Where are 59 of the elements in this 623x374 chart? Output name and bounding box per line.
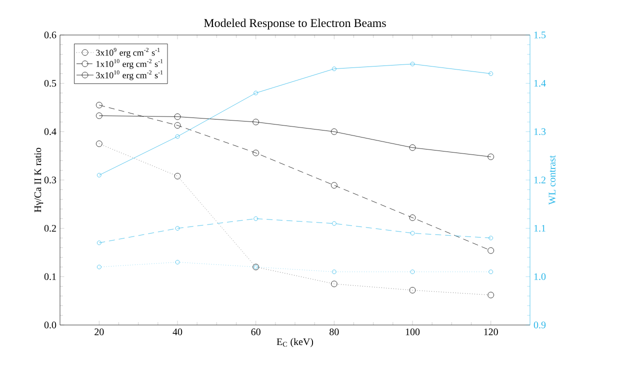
point [488, 292, 494, 298]
y2-tick-label: 1.4 [534, 80, 546, 87]
y-tick-label: 0.5 [44, 80, 56, 87]
point [96, 140, 102, 147]
x-tick-label: 60 [251, 328, 260, 336]
y2-tick-label: 1.2 [534, 176, 546, 184]
x-tick-label: 100 [406, 328, 420, 336]
point [410, 230, 415, 236]
point [174, 172, 181, 180]
legend-label: 1x10$^{10}$ erg cm$^{-2}$ s$^{-1}$ [96, 59, 163, 69]
x-axis-title: E$_{C}$ (keV) [276, 338, 314, 348]
y-tick-label: 0.6 [44, 32, 56, 38]
y-tick-label: 0.4 [44, 128, 56, 136]
y-tick-label: 0.2 [44, 224, 56, 232]
x-tick-label: 80 [330, 328, 339, 336]
point [410, 62, 415, 66]
point [252, 150, 260, 156]
y-tick-label: 0.0 [44, 322, 56, 328]
point [330, 128, 338, 135]
x-tick-label: 40 [172, 328, 182, 336]
y2-tick-label: 1.5 [534, 32, 546, 38]
point [488, 247, 494, 254]
point [409, 287, 416, 294]
point [410, 270, 415, 274]
point [96, 240, 102, 246]
point [332, 221, 336, 226]
point [409, 214, 416, 221]
y-tick-label: 0.3 [44, 176, 56, 184]
point [332, 270, 336, 274]
point [96, 264, 102, 270]
chart-title: Modeled Response to Electron Beams [204, 18, 386, 30]
point [252, 118, 260, 126]
point [488, 154, 494, 160]
point [332, 66, 336, 72]
point [409, 144, 416, 151]
legend-label: 3x10$^{9}$ erg cm$^{-2}$ s$^{-1}$ [96, 48, 160, 58]
y2-tick-label: 1.3 [534, 128, 546, 136]
point [96, 102, 102, 108]
point [175, 260, 180, 264]
y-axis-title: Hγ/Ca II K ratio [34, 148, 44, 212]
y-tick-label: 0.1 [44, 273, 56, 280]
point [175, 134, 180, 139]
legend-label: 3x10$^{10}$ erg cm$^{-2}$ s$^{-1}$ [96, 70, 163, 80]
point [330, 182, 338, 189]
point [330, 280, 338, 288]
point [96, 112, 102, 119]
point [174, 122, 181, 129]
point [254, 216, 258, 221]
point [488, 270, 494, 274]
y2-tick-label: 1.0 [534, 273, 546, 280]
y2-axis-title: WL contrast [548, 155, 556, 205]
point [254, 90, 258, 96]
point [174, 113, 181, 120]
x-tick-label: 120 [484, 328, 498, 336]
point [488, 236, 494, 240]
point [175, 226, 180, 231]
y2-tick-label: 0.9 [534, 322, 546, 328]
y2-tick-label: 1.1 [534, 224, 546, 232]
x-tick-label: 20 [94, 328, 104, 336]
